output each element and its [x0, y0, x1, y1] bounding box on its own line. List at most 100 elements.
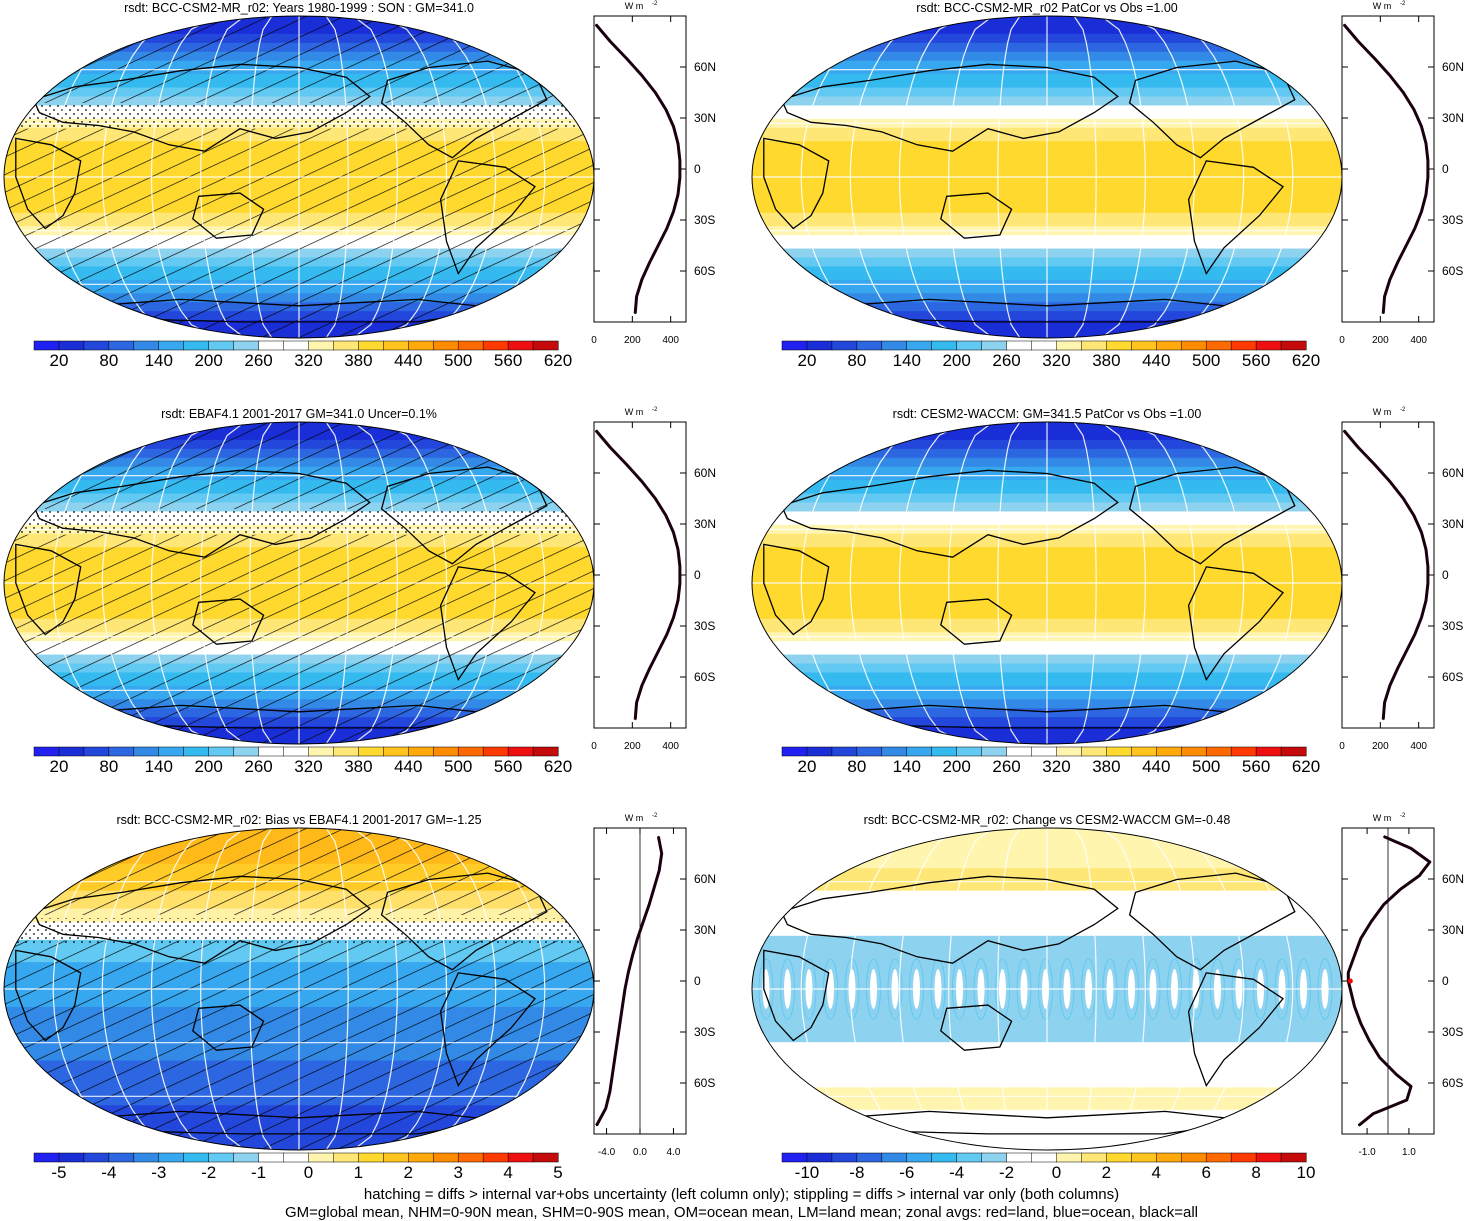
graticule-meridian: [325, 16, 349, 338]
profile-xtick-label: 4.0: [667, 1147, 681, 1158]
colorbar-tick-label: 1: [354, 1163, 363, 1182]
profile-point: [641, 480, 643, 483]
profile-point: [1410, 1085, 1412, 1087]
footer-note-hatching: hatching = diffs > internal var+obs unce…: [363, 1186, 1120, 1203]
profile-point: [1357, 40, 1359, 43]
profile-point: [1429, 861, 1431, 863]
colorbar-tick-label: 380: [344, 757, 372, 776]
colorbar-swatch: [1156, 340, 1182, 351]
coastline: [15, 949, 82, 1042]
colorbar-swatch: [507, 746, 534, 757]
profile-units-exponent: -2: [1400, 1, 1406, 7]
coastline: [380, 60, 548, 159]
graticule-meridian: [200, 422, 246, 744]
colorbar-swatch: [1280, 746, 1307, 757]
coastline: [763, 137, 830, 230]
colorbar: -5 -4 -3 -2 -1 0 1 2 3 4 5: [33, 1152, 563, 1182]
colorbar-tick-label: 560: [494, 351, 522, 370]
colorbar-swatch: [781, 340, 808, 351]
colorbar-swatch: [158, 746, 185, 757]
colorbar-swatch: [1205, 746, 1232, 757]
profile-ytick-label: 30N: [694, 111, 716, 125]
colorbar-swatch: [532, 1152, 559, 1163]
colorbar-swatch: [58, 746, 85, 757]
profile-xtick-label: 200: [624, 335, 641, 346]
profile-ytick-label: 30S: [1442, 619, 1463, 633]
zonal-profile: 60N 30N 0 30S 60S -1.0 1.0 W m -2: [1341, 813, 1464, 1158]
profile-point: [1379, 1056, 1381, 1059]
map-title: rsdt: EBAF4.1 2001-2017 GM=341.0 Uncer=0…: [161, 407, 437, 421]
colorbar-swatch: [333, 1152, 359, 1163]
colorbar-swatch: [482, 1152, 509, 1163]
graticule-meridian: [249, 828, 273, 1150]
colorbar-swatch: [1056, 1152, 1082, 1163]
profile-point: [648, 667, 651, 670]
colorbar-swatch: [133, 340, 160, 351]
coastline: [763, 543, 830, 636]
profile-point: [1402, 91, 1404, 94]
colorbar-tick-label: 80: [99, 757, 118, 776]
coastline: [15, 543, 82, 636]
profile-xtick-label: -4.0: [598, 1147, 616, 1158]
colorbar-tick-label: 80: [847, 351, 866, 370]
colorbar-swatch: [108, 340, 135, 351]
profile-point: [1425, 142, 1427, 145]
profile-ytick-label: 30N: [1442, 517, 1464, 531]
map-field: [4, 828, 594, 1150]
colorbar-tick-label: 2: [1102, 1163, 1111, 1182]
profile-point: [635, 701, 638, 704]
colorbar-swatch: [1006, 340, 1033, 351]
colorbar-tick-label: -1: [251, 1163, 266, 1182]
graticule-meridian: [800, 828, 912, 1150]
colorbar-swatch: [58, 1152, 85, 1163]
colorbar-tick-label: 200: [194, 757, 222, 776]
colorbar-swatch: [283, 340, 310, 351]
profile-xtick-label: 200: [1372, 741, 1389, 752]
colorbar-swatch: [981, 340, 1008, 351]
profile-xtick-label: 0: [1339, 741, 1345, 752]
profile-point: [627, 971, 629, 974]
colorbar-swatch: [408, 746, 434, 757]
colorbar-swatch: [906, 340, 933, 351]
profile-point: [1425, 548, 1427, 551]
graticule-meridian: [1127, 828, 1196, 1150]
coastline: [192, 598, 265, 645]
profile-point: [679, 582, 681, 585]
panel-p3: rsdt: EBAF4.1 2001-2017 GM=341.0 Uncer=0…: [3, 407, 716, 776]
profile-point: [1382, 312, 1384, 315]
colorbar-swatch: [1131, 340, 1157, 351]
colorbar-swatch: [532, 746, 559, 757]
colorbar-swatch: [1180, 746, 1207, 757]
profile-xtick-label: 400: [662, 335, 679, 346]
colorbar-swatch: [781, 1152, 808, 1163]
graticule-meridian: [800, 16, 912, 338]
colorbar-tick-label: 620: [544, 757, 572, 776]
colorbar-tick-label: 5: [553, 1163, 562, 1182]
profile-point: [679, 159, 681, 162]
colorbar-tick-label: 500: [1192, 351, 1220, 370]
colorbar-swatch: [1106, 746, 1132, 757]
colorbar-tick-label: -4: [949, 1163, 964, 1182]
coastline: [32, 63, 371, 152]
colorbar-swatch: [906, 746, 933, 757]
profile-point: [1383, 701, 1386, 704]
colorbar-tick-label: 20: [797, 351, 816, 370]
colorbar-swatch: [108, 746, 135, 757]
graticule-meridian: [898, 422, 967, 744]
profile-point: [1368, 1039, 1370, 1042]
profile-xtick-label: 0: [1339, 335, 1345, 346]
profile-point: [648, 261, 651, 264]
profile-ytick-label: 0: [694, 568, 701, 582]
colorbar-tick-label: -3: [151, 1163, 166, 1182]
profile-units-label: W m: [1373, 813, 1392, 823]
graticule-meridian: [379, 16, 448, 338]
colorbar-tick-label: 320: [1042, 757, 1070, 776]
profile-point: [679, 565, 681, 568]
coastline: [439, 566, 536, 682]
graticule: [4, 16, 594, 338]
graticule-meridian: [150, 828, 219, 1150]
colorbar-tick-label: 380: [1092, 757, 1120, 776]
profile-point: [661, 852, 663, 855]
colorbar-swatch: [931, 746, 958, 757]
profile-frame: [593, 15, 687, 323]
